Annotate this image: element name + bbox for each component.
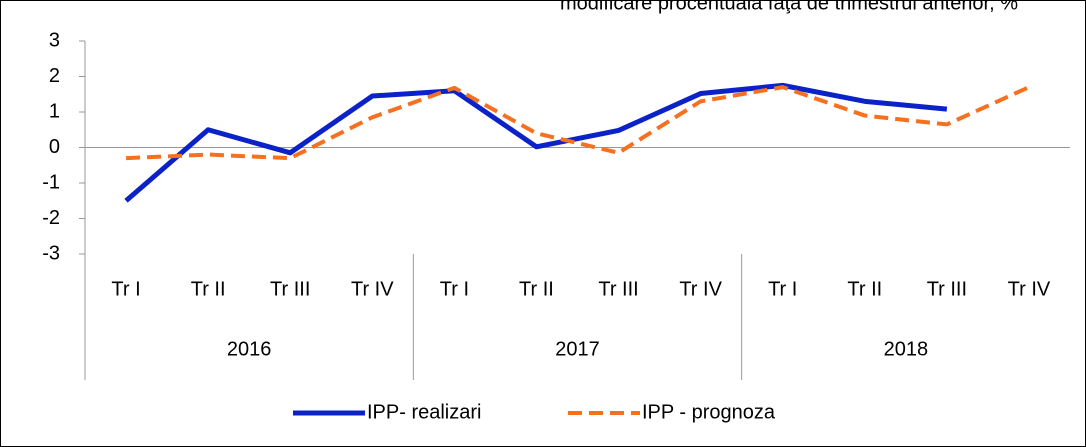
x-tick-label: Tr I xyxy=(440,278,469,300)
y-tick-label: 3 xyxy=(49,29,60,51)
x-tick-label: Tr III xyxy=(598,278,638,300)
x-tick-label: Tr IV xyxy=(679,278,722,300)
x-tick-label: Tr II xyxy=(191,278,226,300)
x-tick-label: Tr I xyxy=(768,278,797,300)
y-tick-label: 0 xyxy=(49,136,60,158)
group-label: 2016 xyxy=(227,338,272,360)
legend-label: IPP- realizari xyxy=(367,401,481,423)
x-tick-label: Tr III xyxy=(927,278,967,300)
series-line xyxy=(125,85,1030,161)
legend-label: IPP - prognoza xyxy=(642,401,776,423)
y-tick-label: -2 xyxy=(42,207,60,229)
group-label: 2018 xyxy=(884,338,929,360)
y-tick-label: -1 xyxy=(42,171,60,193)
x-tick-label: Tr II xyxy=(847,278,882,300)
group-label: 2017 xyxy=(555,338,600,360)
x-tick-label: Tr IV xyxy=(351,278,394,300)
x-tick-label: Tr III xyxy=(270,278,310,300)
y-tick-label: -3 xyxy=(42,242,60,264)
y-tick-label: 1 xyxy=(49,100,60,122)
y-tick-label: 2 xyxy=(49,65,60,87)
series-line xyxy=(124,82,948,203)
x-tick-label: Tr IV xyxy=(1008,278,1051,300)
x-tick-label: Tr I xyxy=(111,278,140,300)
chart-subtitle: modificare procentuală faţă de trimestru… xyxy=(560,0,1018,14)
x-tick-label: Tr II xyxy=(519,278,554,300)
